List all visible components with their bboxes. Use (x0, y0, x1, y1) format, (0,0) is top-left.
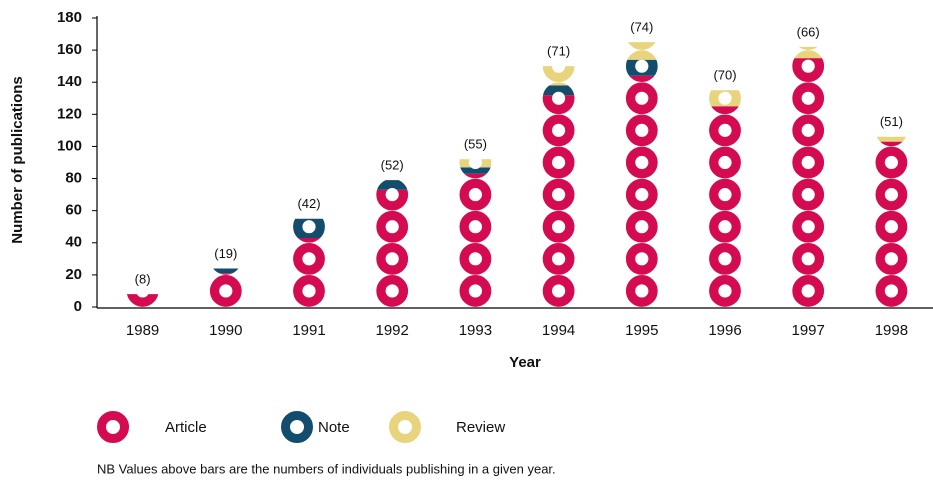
y-tick-label: 0 (74, 298, 82, 315)
y-axis-title: Number of publications (9, 76, 26, 244)
legend-marker (281, 411, 313, 443)
bar-segment (876, 136, 906, 142)
bar-segment (543, 85, 575, 96)
y-tick-label: 120 (57, 105, 82, 122)
bar-segment (293, 218, 325, 238)
y-tick-label: 160 (57, 41, 82, 58)
x-tick-label: 1989 (126, 322, 159, 339)
footnote: NB Values above bars are the numbers of … (97, 461, 556, 476)
value-label: (70) (713, 68, 736, 83)
bar-segment (459, 173, 492, 307)
legend-marker (97, 411, 129, 443)
bar-segment (377, 180, 408, 190)
bar-segment (709, 106, 741, 307)
y-tick-label: 80 (65, 170, 82, 187)
x-tick-label: 1991 (292, 322, 325, 339)
bar-segment (127, 294, 159, 307)
value-label: (19) (214, 246, 237, 261)
y-tick-label: 40 (65, 234, 82, 251)
bar-segment (209, 273, 242, 307)
bar-segment (625, 75, 658, 307)
legend-label: Note (318, 419, 350, 436)
y-tick-label: 60 (65, 202, 82, 219)
bar-segment (794, 46, 822, 59)
value-label: (52) (381, 158, 404, 173)
bar-segment (542, 95, 575, 307)
value-label: (74) (630, 20, 653, 35)
bar-segment (460, 167, 491, 174)
legend-marker (389, 411, 421, 443)
x-axis-title: Year (509, 354, 541, 371)
x-tick-label: 1995 (625, 322, 658, 339)
bar-segment (709, 90, 741, 107)
x-tick-label: 1992 (376, 322, 409, 339)
legend-label: Review (456, 419, 505, 436)
y-tick-label: 180 (57, 9, 82, 26)
bar-segment (459, 159, 492, 168)
bar-segment (875, 141, 908, 307)
value-label: (71) (547, 44, 570, 59)
y-tick-label: 20 (65, 266, 82, 283)
bar-segment (625, 59, 658, 76)
x-tick-label: 1996 (708, 322, 741, 339)
x-tick-label: 1990 (209, 322, 242, 339)
value-label: (42) (297, 196, 320, 211)
x-tick-label: 1997 (792, 322, 825, 339)
bar-segment (376, 189, 409, 307)
value-label: (55) (464, 137, 487, 152)
value-label: (66) (797, 24, 820, 39)
value-label: (51) (880, 114, 903, 129)
bar-segment (542, 66, 575, 86)
value-label: (8) (135, 272, 151, 287)
bar-segment (293, 237, 325, 307)
legend-label: Article (165, 419, 207, 436)
x-tick-label: 1998 (875, 322, 908, 339)
y-tick-label: 140 (57, 73, 82, 90)
bar-segment (792, 58, 825, 307)
x-tick-label: 1993 (459, 322, 492, 339)
y-tick-label: 100 (57, 137, 82, 154)
bar-segment (213, 268, 239, 274)
bar-segment (627, 42, 657, 60)
x-tick-label: 1994 (542, 322, 575, 339)
